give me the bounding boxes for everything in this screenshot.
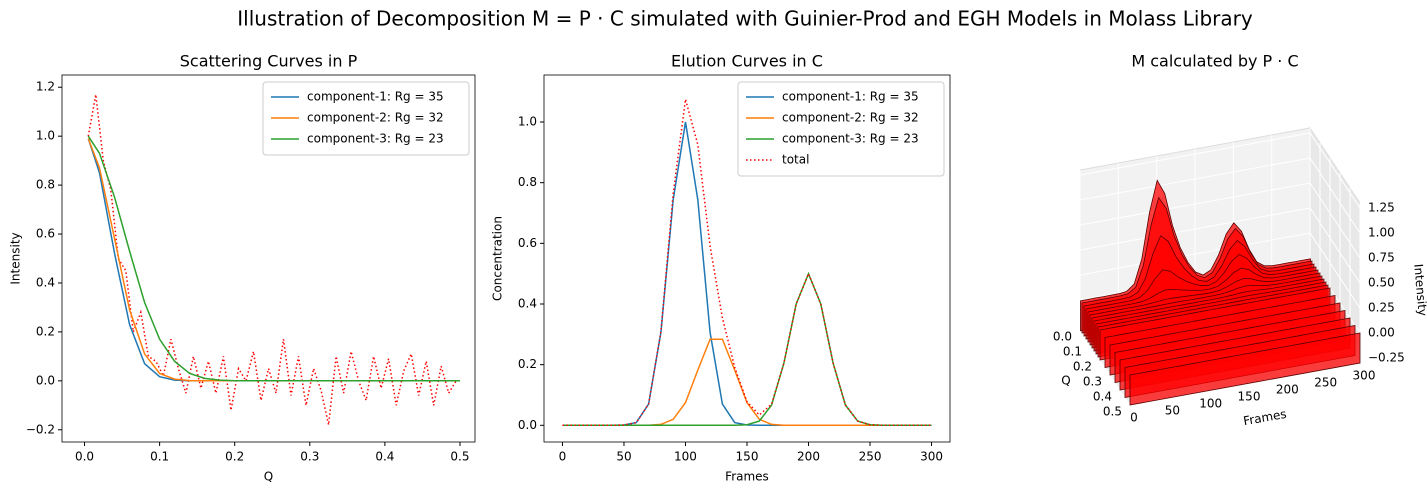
y-tick-label: 250 — [1314, 376, 1337, 390]
legend-label: component-3: Rg = 23 — [782, 132, 919, 146]
x-tick-label: 150 — [736, 450, 759, 464]
z-tick-label: 0.50 — [1368, 276, 1395, 290]
z-tick-label: 0.25 — [1368, 301, 1395, 315]
y-tick-label: 1.0 — [36, 129, 55, 143]
legend-box — [737, 81, 945, 177]
y-tick-label: −0.2 — [26, 422, 55, 436]
y-tick-label: 0.2 — [518, 357, 537, 371]
x-tick-label: 0.5 — [450, 450, 469, 464]
y-axis-label: Intensity — [9, 232, 23, 284]
y-tick-label: 0.0 — [518, 418, 537, 432]
y-tick-label: 0.4 — [518, 296, 537, 310]
y-tick-label: 0 — [1130, 411, 1138, 425]
subplot-title: M calculated by P · C — [1131, 52, 1298, 71]
subplot-title: Scattering Curves in P — [180, 52, 358, 71]
x-tick-label: 100 — [674, 450, 697, 464]
z-tick-label: 1.25 — [1368, 201, 1395, 215]
legend-label: component-1: Rg = 35 — [782, 90, 919, 104]
legend-label: component-1: Rg = 35 — [307, 90, 444, 104]
x-tick-label: 200 — [797, 450, 820, 464]
subplot-title: Elution Curves in C — [671, 52, 823, 71]
surface-strip — [1129, 332, 1361, 406]
z-axis-label: Intensity — [1411, 263, 1427, 316]
x-tick-label: 0 — [559, 450, 567, 464]
x-tick-label: 250 — [859, 450, 882, 464]
y-tick-label: 0.6 — [36, 227, 55, 241]
z-tick-label: −0.25 — [1368, 351, 1405, 365]
legend-label: component-2: Rg = 32 — [782, 111, 919, 125]
x-axis-label: Frames — [725, 470, 769, 484]
y-tick-label: 200 — [1276, 383, 1299, 397]
axes-frame — [543, 74, 951, 443]
x-tick-label: 0.5 — [1103, 405, 1122, 419]
legend-box — [262, 81, 470, 156]
x-tick-label: 0.0 — [75, 450, 94, 464]
series-line — [87, 135, 460, 382]
grid-line — [1079, 170, 1131, 406]
y-tick-label: 0.8 — [36, 178, 55, 192]
y-axis-label: Concentration — [491, 216, 505, 301]
y-axis-label: Frames — [1242, 407, 1287, 428]
x-axis-label: Q — [1061, 374, 1070, 388]
x-tick-label: 0.4 — [1093, 390, 1112, 404]
y-tick-label: 0.8 — [518, 175, 537, 189]
y-tick-label: 0.4 — [36, 275, 55, 289]
series-line — [562, 99, 932, 427]
x-axis-label: Q — [264, 470, 273, 484]
y-tick-label: 0.2 — [36, 324, 55, 338]
y-tick-label: 300 — [1353, 369, 1376, 383]
x-tick-label: 0.2 — [1073, 360, 1092, 374]
y-tick-label: 1.2 — [36, 80, 55, 94]
y-tick-label: 0.0 — [36, 373, 55, 387]
legend-label: total — [782, 153, 809, 167]
z-tick-label: 0.00 — [1368, 326, 1395, 340]
y-tick-label: 1.0 — [518, 115, 537, 129]
x-tick-label: 300 — [920, 450, 943, 464]
y-tick-label: 150 — [1238, 390, 1261, 404]
x-tick-label: 0.2 — [225, 450, 244, 464]
x-tick-label: 0.4 — [375, 450, 394, 464]
legend-label: component-2: Rg = 32 — [307, 111, 444, 125]
x-tick-label: 0.3 — [300, 450, 319, 464]
figure-title: Illustration of Decomposition M = P · C … — [237, 7, 1253, 31]
z-tick-label: 0.75 — [1368, 251, 1395, 265]
y-tick-label: 0.6 — [518, 236, 537, 250]
axes-frame — [61, 74, 476, 443]
z-tick-label: 1.00 — [1368, 226, 1395, 240]
x-tick-label: 0.3 — [1083, 375, 1102, 389]
x-tick-label: 0.0 — [1053, 330, 1072, 344]
grid-line — [1079, 132, 1361, 209]
y-tick-label: 50 — [1165, 404, 1180, 418]
x-tick-label: 0.1 — [1063, 345, 1082, 359]
y-tick-label: 100 — [1199, 397, 1222, 411]
x-tick-label: 0.1 — [150, 450, 169, 464]
x-tick-label: 50 — [616, 450, 631, 464]
legend-label: component-3: Rg = 23 — [307, 132, 444, 146]
